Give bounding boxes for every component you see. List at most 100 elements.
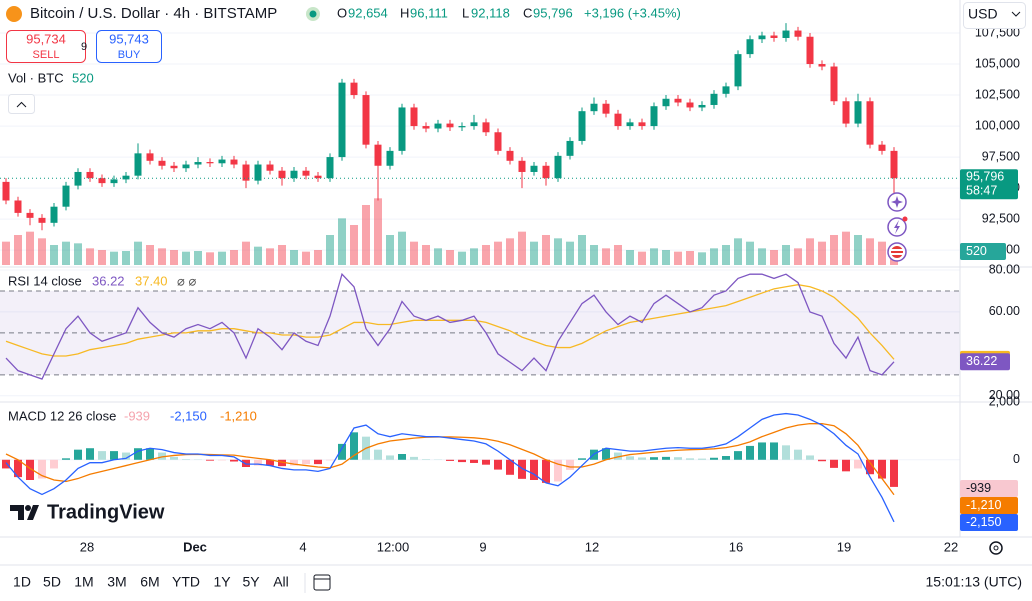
candle-body: [182, 164, 190, 169]
axes: 90,00092,50095,00097,500100,000102,50010…: [80, 25, 1020, 554]
candle-body: [170, 165, 178, 169]
period-button[interactable]: 6M: [140, 574, 159, 590]
x-tick-label: 9: [479, 539, 486, 554]
volume-bar: [854, 235, 862, 265]
period-button[interactable]: All: [273, 574, 289, 590]
settings-icon[interactable]: [989, 541, 1003, 555]
candle-body: [350, 82, 358, 96]
candle-body: [278, 170, 286, 179]
macd-histogram-bar: [326, 459, 334, 461]
flag-stripe: [891, 253, 903, 255]
last-price-label-box: [960, 169, 1018, 200]
candle-body: [782, 30, 790, 38]
period-button[interactable]: 1Y: [213, 574, 231, 590]
period-button[interactable]: YTD: [172, 574, 200, 590]
macd-histogram-bar: [830, 459, 838, 468]
logo-icon: [10, 505, 39, 520]
volume-axis-label-box: [960, 243, 1006, 260]
candle-body: [458, 126, 466, 128]
volume-bar: [86, 248, 94, 265]
candle-body: [242, 164, 250, 181]
volume-bar: [218, 251, 226, 265]
macd-histogram-bar: [794, 449, 802, 460]
period-button[interactable]: 1M: [74, 574, 93, 590]
volume-value: 520: [72, 70, 94, 85]
candle-body: [554, 155, 562, 179]
macd-histogram-bar: [722, 456, 730, 460]
volume-bar: [578, 235, 586, 265]
macd-histogram-bar: [626, 456, 634, 460]
volume-bar: [206, 252, 214, 265]
candle-body: [698, 104, 706, 108]
symbol-title: Bitcoin / U.S. Dollar · 4h · BITSTAMP: [30, 5, 277, 22]
macd-histogram-bar: [110, 451, 118, 460]
volume-bar: [314, 250, 322, 265]
macd-histogram-bar: [842, 459, 850, 472]
volume-bar: [446, 250, 454, 265]
volume-bar: [770, 250, 778, 265]
y-tick-label: 20.00: [989, 388, 1020, 402]
macd-hist-axis-label-box: [960, 480, 1018, 497]
period-button[interactable]: 5D: [43, 574, 61, 590]
volume-bar: [338, 218, 346, 265]
currency: USD: [968, 6, 998, 22]
candle-body: [566, 140, 574, 156]
spread: 9: [81, 41, 87, 53]
candle-body: [602, 103, 610, 114]
volume-axis-label: 520: [966, 244, 987, 258]
candle-body: [518, 160, 526, 172]
macd-histogram-bar: [74, 449, 82, 460]
volume-bar: [674, 251, 682, 265]
candle-body: [122, 175, 130, 180]
ohlc-key: L: [462, 5, 469, 20]
macd-histogram-bar: [818, 459, 826, 462]
volume-bar: [194, 251, 202, 265]
volume-bar: [470, 248, 478, 265]
candle-body: [686, 102, 694, 108]
buy-price: 95,743: [109, 31, 149, 46]
volume-bar: [74, 243, 82, 265]
macd-histogram-bar: [458, 459, 466, 463]
candle-body: [74, 171, 82, 186]
volume-bar: [566, 241, 574, 265]
candle-body: [362, 95, 370, 145]
y-tick-label: 105,000: [975, 56, 1020, 70]
buy-button[interactable]: [96, 30, 162, 63]
sell-label: SELL: [33, 49, 60, 61]
x-tick-label: 12: [585, 539, 599, 554]
macd-histogram-bar: [230, 459, 238, 462]
period-button[interactable]: 1D: [13, 574, 31, 590]
rsi-value: 36.22: [92, 273, 125, 288]
candle-body: [338, 82, 346, 158]
collapse-button[interactable]: [8, 94, 35, 114]
logo-text: TradingView: [47, 501, 165, 523]
macd-histogram-bar: [290, 459, 298, 466]
macd-histogram-bar: [314, 459, 322, 465]
volume-bar: [62, 241, 70, 265]
period-button[interactable]: 3M: [107, 574, 126, 590]
volume-bar: [14, 235, 22, 265]
sell-button[interactable]: [6, 30, 86, 63]
volume-bar: [230, 250, 238, 265]
currency-button[interactable]: [963, 2, 1026, 29]
calendar-icon[interactable]: [313, 574, 331, 591]
rsi-axis-label: 36.22: [966, 354, 997, 368]
macd-histogram-bar: [410, 456, 418, 460]
candle-body: [218, 159, 226, 164]
macd-histogram-bar: [206, 459, 214, 461]
macd-histogram-bar: [866, 459, 874, 475]
volume-bar: [638, 251, 646, 265]
period-button[interactable]: 5Y: [242, 574, 260, 590]
volume-bar: [818, 241, 826, 265]
candle-body: [266, 164, 274, 171]
y-tick-label: 60.00: [989, 304, 1020, 318]
volume-bar: [26, 231, 34, 265]
x-tick-label: 4: [299, 539, 306, 554]
event-glyph: [891, 196, 903, 208]
candle-body: [494, 132, 502, 151]
y-tick-label: 100,000: [975, 118, 1020, 132]
price-change: +3,196 (+3.45%): [584, 5, 681, 20]
macd-histogram-bar: [26, 459, 34, 480]
x-tick-label: 28: [80, 539, 94, 554]
